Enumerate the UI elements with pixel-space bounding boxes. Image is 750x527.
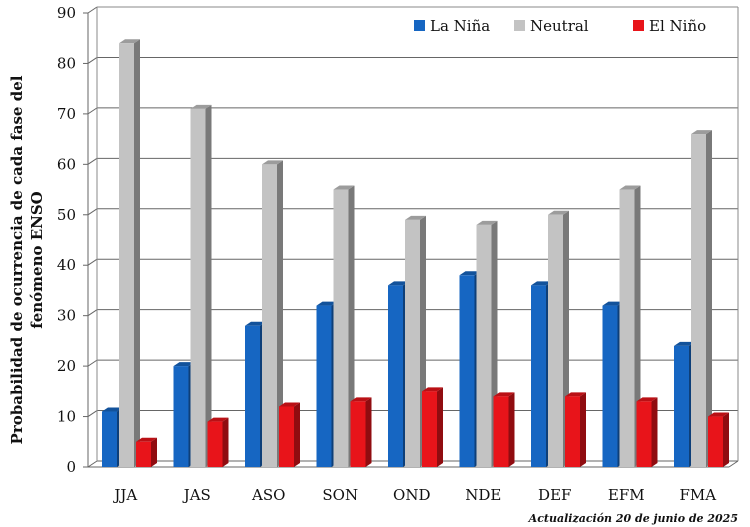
x-tick-label: JAS	[182, 486, 211, 504]
legend-item-Neutral: Neutral	[514, 17, 589, 35]
bar-group-DEF	[531, 210, 586, 467]
y-tick-label: 70	[57, 105, 76, 123]
y-tick-label: 60	[57, 155, 76, 173]
x-tick-label: EFM	[608, 486, 645, 504]
update-footnote: Actualización 20 de junio de 2025	[528, 512, 738, 525]
gridline-diag-90	[87, 6, 98, 14]
bar-EFM-El Niño	[636, 397, 658, 467]
bars	[102, 39, 729, 468]
x-tick-label: FMA	[679, 486, 716, 504]
bar-EFM-Neutral	[619, 185, 641, 468]
bar-NDE-Neutral	[476, 220, 498, 467]
bar-FMA-El Niño	[708, 412, 729, 467]
gridline-diag-10	[87, 410, 98, 417]
bar-FMA-Neutral	[691, 130, 712, 468]
gridline-diag-0	[87, 460, 98, 468]
gridline-diag-60	[87, 157, 98, 165]
y-tick-label: 30	[57, 307, 76, 325]
x-tick-label: ASO	[251, 486, 285, 504]
bar-DEF-El Niño	[565, 392, 586, 467]
bar-ASO-Neutral	[262, 160, 283, 468]
y-tick-label: 20	[57, 357, 76, 375]
bar-SON-El Niño	[350, 397, 372, 467]
bar-group-NDE	[459, 220, 515, 467]
y-tick-label: 40	[57, 256, 76, 274]
x-tick-label: OND	[393, 486, 430, 504]
bar-group-JAS	[173, 104, 229, 467]
legend-swatch	[414, 20, 425, 31]
x-tick-label: NDE	[465, 486, 501, 504]
y-tick-label: 10	[57, 408, 76, 426]
gridline-diag-80	[87, 57, 98, 64]
legend: La Niña Neutral El Niño	[414, 17, 706, 35]
legend-item-El Niño: El Niño	[633, 17, 706, 35]
legend-item-La Niña: La Niña	[414, 17, 490, 35]
bar-OND-El Niño	[422, 387, 443, 467]
legend-swatch	[633, 20, 644, 31]
x-tick-label: JJA	[112, 486, 137, 504]
bar-group-JJA	[102, 39, 157, 468]
x-tick-label: DEF	[538, 486, 571, 504]
bar-group-EFM	[602, 185, 658, 468]
legend-swatch	[514, 20, 525, 31]
y-tick-label: 50	[57, 206, 76, 224]
y-axis-label: Probabilidad de ocurrencia de cada fase …	[8, 75, 46, 444]
y-axis-label-line2: fenómeno ENSO	[28, 191, 46, 329]
gridline-diag-20	[87, 359, 98, 367]
gridline-diag-50	[87, 208, 98, 216]
legend-label: Neutral	[530, 17, 589, 35]
y-tick-labels: 0 10 20 30 40 50 60 70 80 90	[57, 4, 76, 476]
legend-label: El Niño	[649, 17, 706, 35]
y-axis-label-line1: Probabilidad de ocurrencia de cada fase …	[8, 75, 26, 444]
gridline-diag-70	[87, 107, 98, 115]
y-tick-label: 90	[57, 4, 76, 22]
bar-NDE-El Niño	[493, 392, 515, 467]
gridline-diag-30	[87, 309, 98, 317]
x-tick-label: SON	[322, 486, 358, 504]
y-tick-label: 80	[57, 54, 76, 72]
bar-SON-Neutral	[333, 185, 355, 468]
x-tick-labels: JJA JAS ASO SON OND NDE DEF EFM FMA	[112, 486, 716, 504]
gridline-diag-40	[87, 258, 98, 266]
y-tick-label: 0	[66, 458, 76, 476]
bar-group-FMA	[674, 130, 729, 468]
bar-group-SON	[316, 185, 372, 468]
bar-group-ASO	[245, 160, 300, 468]
bar-JAS-El Niño	[207, 417, 229, 467]
bar-JJA-Neutral	[119, 39, 140, 468]
bar-group-OND	[388, 215, 443, 467]
bar-JJA-El Niño	[136, 437, 157, 467]
bar-JAS-Neutral	[190, 104, 212, 467]
bar-ASO-El Niño	[279, 402, 300, 467]
legend-label: La Niña	[430, 17, 490, 35]
